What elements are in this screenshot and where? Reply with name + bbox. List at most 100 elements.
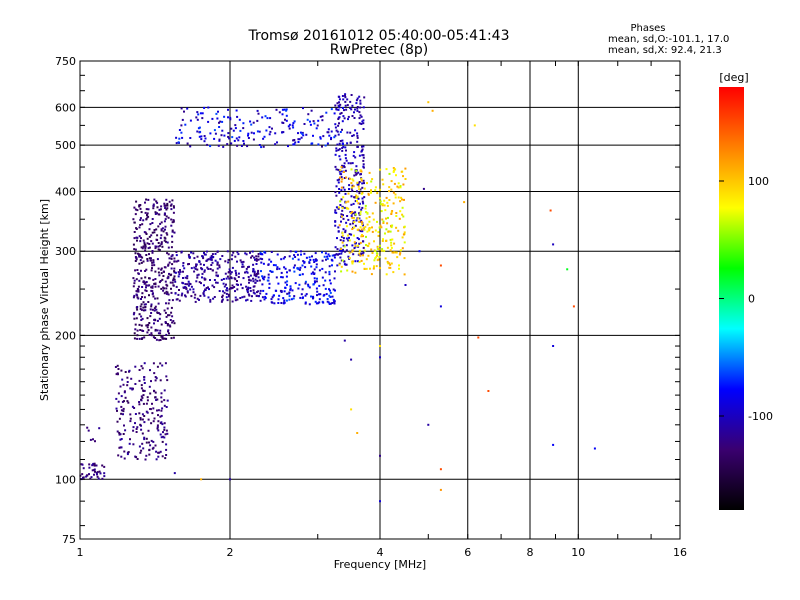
- trace-point: [151, 412, 154, 415]
- trace-point: [150, 257, 152, 260]
- trace-point: [234, 127, 237, 130]
- trace-point: [293, 254, 296, 257]
- trace-point: [256, 130, 259, 133]
- trace-point: [299, 266, 302, 269]
- trace-point: [304, 266, 307, 269]
- trace-point: [321, 145, 323, 148]
- trace-point: [338, 249, 341, 252]
- trace-point: [365, 267, 368, 270]
- trace-point: [288, 292, 290, 295]
- trace-point: [245, 267, 248, 270]
- trace-point: [126, 381, 129, 383]
- trace-point: [133, 407, 136, 409]
- trace-point: [171, 199, 174, 202]
- trace-point: [305, 133, 308, 136]
- trace-point: [261, 258, 264, 261]
- trace-point: [132, 296, 135, 299]
- trace-point: [393, 182, 396, 185]
- trace-point: [156, 409, 158, 412]
- trace-point: [373, 266, 375, 269]
- trace-point: [157, 312, 160, 315]
- trace-point: [177, 293, 180, 296]
- stats-o-mode: mean, sd,O:-101.1, 17.0: [608, 34, 729, 45]
- trace-point: [230, 142, 233, 145]
- trace-point: [327, 253, 330, 256]
- trace-point: [351, 244, 354, 247]
- trace-point: [337, 95, 340, 98]
- trace-point: [255, 294, 258, 297]
- trace-point: [182, 282, 185, 285]
- trace-point: [344, 100, 347, 103]
- trace-point: [298, 268, 301, 271]
- trace-point: [226, 299, 229, 302]
- trace-point: [297, 268, 300, 271]
- trace-point: [157, 267, 160, 270]
- trace-point: [356, 106, 359, 108]
- trace-point: [234, 124, 237, 127]
- trace-point: [213, 286, 216, 289]
- trace-point: [196, 268, 199, 271]
- trace-point: [345, 244, 348, 247]
- trace-point: [161, 455, 164, 458]
- trace-point: [339, 204, 342, 206]
- trace-point: [167, 275, 170, 278]
- trace-point: [158, 451, 161, 454]
- trace-point: [363, 187, 366, 190]
- trace-point: [187, 253, 190, 256]
- trace-point: [370, 191, 372, 194]
- trace-point: [360, 221, 363, 224]
- trace-point: [305, 293, 308, 296]
- trace-point: [299, 273, 302, 276]
- trace-point: [281, 276, 284, 279]
- trace-point: [174, 292, 177, 295]
- trace-point: [269, 270, 272, 272]
- trace-point: [214, 252, 217, 255]
- trace-point: [145, 233, 148, 235]
- trace-point: [324, 144, 327, 147]
- trace-point: [341, 206, 344, 209]
- trace-point: [338, 106, 341, 109]
- trace-point: [168, 272, 170, 275]
- trace-point: [155, 450, 158, 453]
- trace-point: [134, 260, 137, 262]
- trace-point: [197, 113, 200, 116]
- trace-point: [393, 242, 396, 245]
- trace-point: [334, 289, 336, 292]
- trace-point: [155, 338, 158, 341]
- trace-point: [157, 414, 159, 417]
- trace-point: [259, 257, 262, 260]
- trace-point: [278, 294, 281, 297]
- trace-point: [355, 173, 358, 176]
- trace-point: [203, 269, 206, 272]
- trace-point: [418, 250, 421, 253]
- trace-point: [148, 453, 151, 456]
- trace-point: [342, 143, 344, 146]
- trace-point: [298, 138, 301, 141]
- trace-point: [373, 259, 376, 262]
- trace-point: [284, 267, 287, 270]
- trace-point: [154, 391, 157, 394]
- trace-point: [345, 221, 348, 224]
- trace-point: [377, 234, 380, 237]
- trace-point: [318, 298, 321, 301]
- trace-point: [151, 218, 154, 220]
- trace-point: [167, 264, 170, 267]
- trace-point: [385, 240, 388, 242]
- trace-point: [349, 141, 352, 144]
- trace-point: [210, 264, 213, 266]
- trace-point: [142, 447, 145, 450]
- trace-point: [297, 141, 300, 143]
- trace-point: [166, 207, 169, 210]
- trace-point: [164, 311, 167, 314]
- trace-point: [259, 299, 262, 302]
- trace-point: [152, 420, 155, 423]
- trace-point: [145, 402, 148, 405]
- trace-point: [354, 196, 357, 199]
- trace-point: [93, 469, 96, 472]
- trace-point: [150, 303, 153, 306]
- trace-point: [163, 202, 166, 205]
- trace-point: [152, 446, 155, 449]
- trace-point: [338, 178, 341, 181]
- trace-point: [255, 255, 258, 258]
- trace-point: [150, 286, 153, 289]
